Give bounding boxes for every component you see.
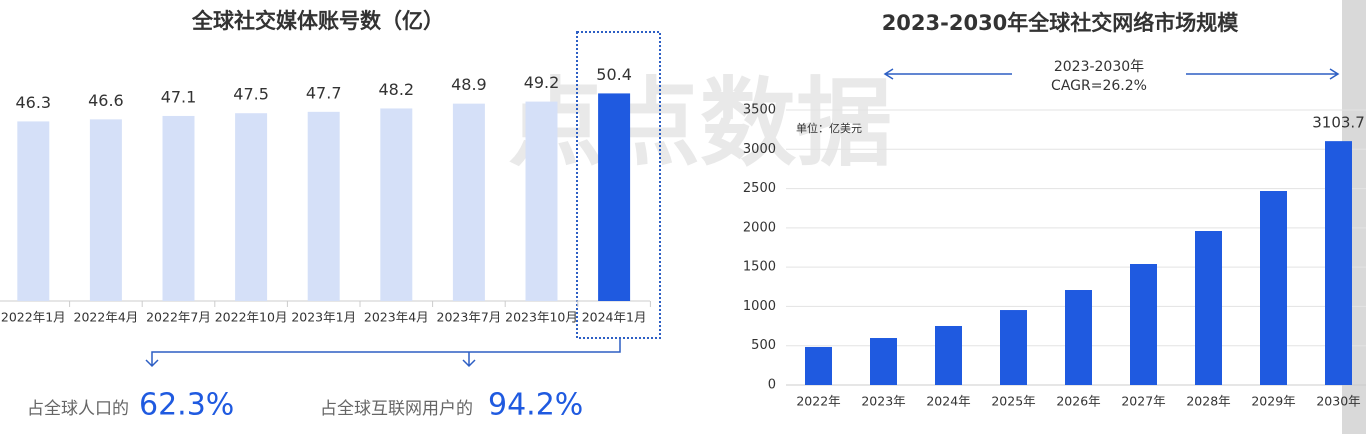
chart-title: 全球社交媒体账号数（亿） [191,9,444,33]
value-label: 47.5 [233,85,269,104]
bar [1195,231,1222,385]
bar [1000,310,1027,385]
x-tick-label: 2025年 [991,394,1035,409]
y-tick-label: 500 [751,338,776,353]
bar [162,115,195,302]
value-label: 47.7 [306,83,342,102]
bar [17,121,50,301]
bar [1065,290,1092,385]
bar [805,346,832,385]
y-tick-label: 3000 [743,142,776,157]
x-tick-label: 2023年 [861,394,905,409]
x-tick-label: 2022年4月 [74,310,139,325]
value-label: 50.4 [596,65,632,84]
value-label: 47.1 [161,87,197,106]
bar [870,338,897,385]
y-tick-label: 2000 [743,220,776,235]
bar [235,113,268,301]
bar [935,325,962,385]
watermark: 点点数据 [508,67,892,179]
x-tick-label: 2022年 [796,394,840,409]
x-tick-label: 2022年10月 [215,310,288,325]
value-label: 49.2 [524,73,560,92]
annotation-value: 62.3% [139,388,234,423]
x-tick-label: 2026年 [1056,394,1100,409]
y-tick-label: 1500 [743,260,776,275]
highlight-box [576,31,661,339]
bracket [145,338,621,368]
bar [1325,141,1352,385]
annotation-text: 占全球人口的 [27,399,129,419]
y-tick-label: 2500 [743,181,776,196]
y-tick-label: 0 [768,378,776,393]
annotation-value: 94.2% [488,388,583,423]
y-tick-label: 1000 [743,299,776,314]
x-tick-label: 2023年7月 [437,310,502,325]
value-label: 48.2 [378,80,414,99]
chart-title: 2023-2030年全球社交网络市场规模 [882,11,1240,35]
bar [307,111,340,301]
bar [89,119,122,301]
annotation-text: 占全球互联网用户的 [320,399,473,419]
bar [1130,264,1157,385]
annotation: CAGR=26.2% [1051,78,1147,94]
x-tick-label: 2029年 [1251,394,1295,409]
annotation: 2023-2030年 [1054,59,1144,75]
cagr-arrows [883,68,1340,80]
bar [598,93,631,301]
y-tick-label: 3500 [743,103,776,118]
x-tick-label: 2024年 [926,394,970,409]
bar [380,108,413,301]
x-tick-label: 2023年4月 [364,310,429,325]
x-tick-label: 2023年10月 [505,310,578,325]
x-tick-label: 2027年 [1121,394,1165,409]
bar [525,101,558,301]
x-tick-label: 2030年 [1316,394,1360,409]
value-label: 46.6 [88,91,124,110]
x-tick-label: 2022年7月 [146,310,211,325]
x-tick-label: 2024年1月 [582,310,647,325]
bar [452,103,485,301]
bar [1260,191,1287,385]
value-label: 48.9 [451,75,487,94]
value-label: 3103.7 [1312,114,1365,132]
unit-label: 单位：亿美元 [796,121,862,135]
x-tick-label: 2028年 [1186,394,1230,409]
x-tick-label: 2023年1月 [291,310,356,325]
x-tick-label: 2022年1月 [1,310,66,325]
value-label: 46.3 [15,93,51,112]
